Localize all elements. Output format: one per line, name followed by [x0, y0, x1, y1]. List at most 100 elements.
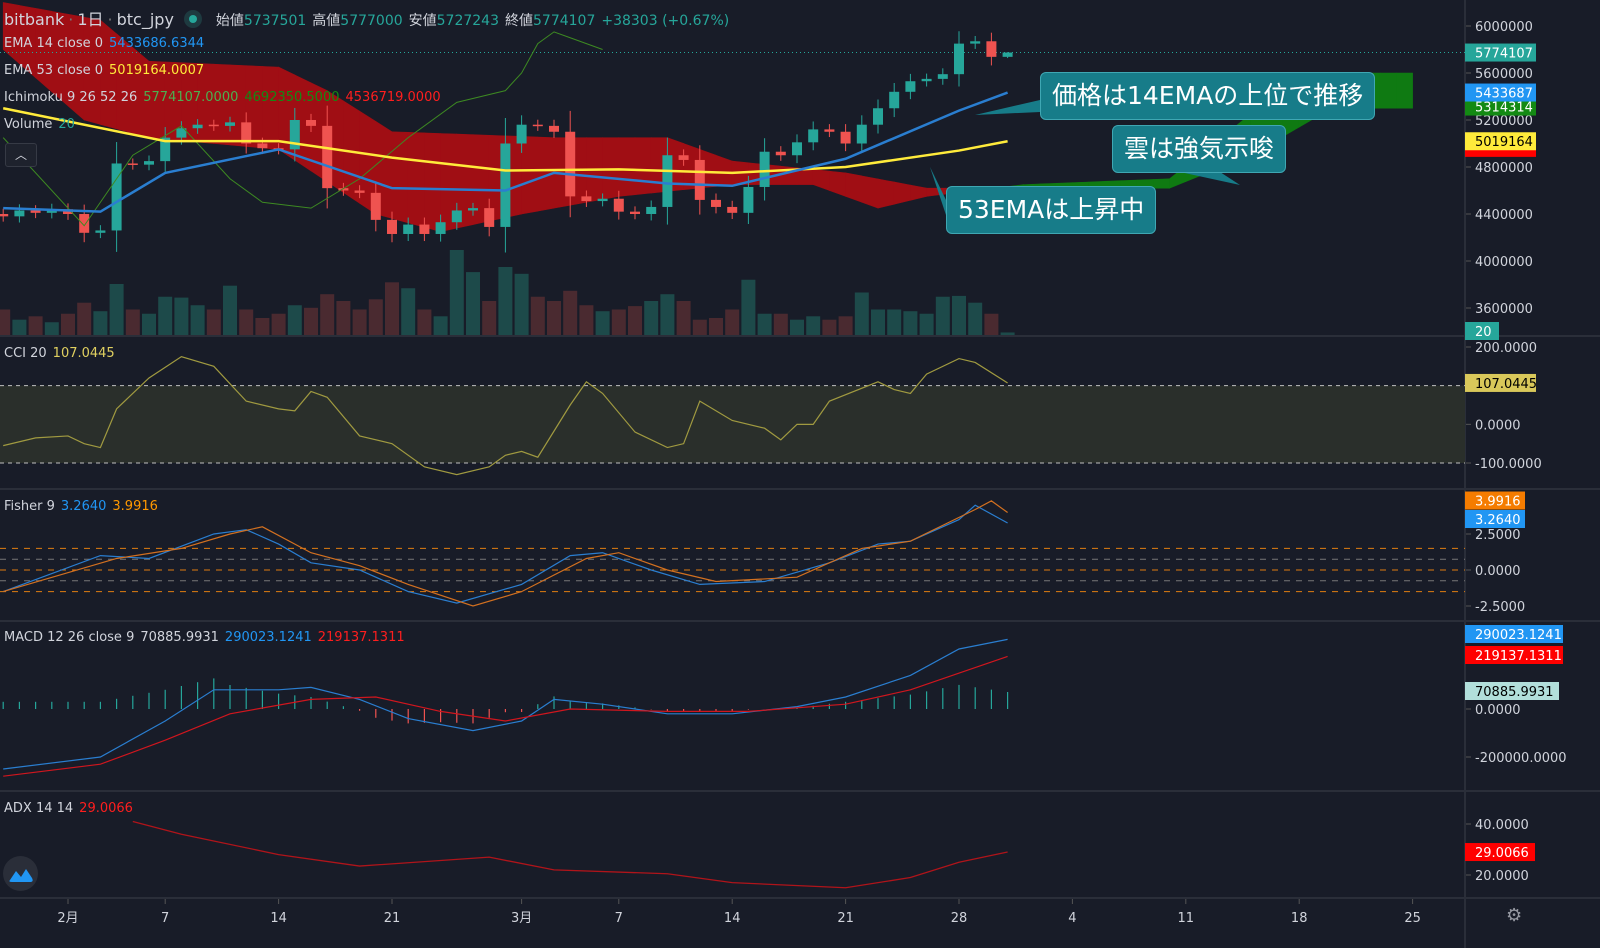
volume-bar — [255, 318, 270, 335]
volume-bar — [822, 319, 837, 335]
candle-body — [775, 151, 786, 156]
time-axis-label: 21 — [384, 911, 401, 926]
volume-bar — [887, 309, 902, 335]
legend-ema14[interactable]: EMA 14 close 0 5433686.6344 — [4, 36, 205, 51]
candle-body — [306, 120, 316, 126]
candle-body — [208, 124, 219, 127]
annotation-callout[interactable]: 53EMAは上昇中 — [946, 186, 1157, 234]
volume-bar — [417, 309, 432, 335]
volume-bar — [93, 311, 108, 335]
ichimoku-cloud-segment — [1379, 72, 1397, 109]
ichimoku-cloud-segment — [391, 131, 409, 224]
candle-body — [176, 128, 187, 138]
axis-tick-label: 5600000 — [1475, 67, 1533, 82]
legend-cci[interactable]: CCI 20 107.0445 — [4, 346, 115, 361]
volume-bar — [401, 288, 416, 335]
candle-body — [792, 142, 802, 156]
macd-hist-label-bg — [1465, 682, 1559, 700]
volume-bar — [660, 294, 675, 335]
candle-body — [403, 224, 414, 234]
ichimoku-cloud-segment — [845, 172, 863, 203]
volume-bar — [482, 301, 497, 335]
time-axis-label: 7 — [615, 911, 623, 926]
ichimoku-cloud-segment — [910, 184, 927, 201]
candle-body — [484, 208, 495, 227]
ema53-line — [2, 107, 1008, 175]
volume-bar — [158, 296, 173, 335]
volume-bar — [223, 285, 237, 335]
adx-line — [132, 820, 1008, 889]
legend-ema53[interactable]: EMA 53 close 0 5019164.0007 — [4, 63, 205, 78]
volume-bar — [142, 313, 156, 335]
collapse-legend-button[interactable]: ︿ — [5, 143, 37, 167]
candle-body — [338, 188, 349, 191]
candle-body — [921, 78, 932, 82]
volume-bar — [838, 316, 853, 335]
legend-adx[interactable]: ADX 14 14 29.0066 — [4, 801, 133, 816]
price-label-bg — [1465, 97, 1536, 116]
candle-body — [225, 122, 235, 126]
candle-body — [711, 199, 721, 207]
candle-body — [662, 155, 673, 207]
macd-value-label: 290023.1241 — [1475, 628, 1562, 643]
legend-fisher[interactable]: Fisher 9 3.2640 3.9916 — [4, 499, 158, 514]
candle-body — [889, 91, 900, 109]
volume-bar — [466, 272, 480, 335]
axis-tick-label: 0.0000 — [1475, 703, 1521, 718]
candle-body — [646, 206, 657, 214]
candle-body — [435, 222, 446, 234]
price-label: 5314314 — [1475, 101, 1533, 116]
callout-pointer — [930, 167, 946, 215]
market-status-icon — [183, 10, 202, 28]
price-label: 5774107 — [1475, 47, 1533, 62]
symbol-name[interactable]: btc_jpy — [116, 10, 174, 29]
fisher-trigger-label: 3.9916 — [1475, 495, 1521, 510]
fisher-line — [2, 504, 1008, 604]
volume-bar — [61, 313, 75, 335]
candle-body — [565, 131, 576, 197]
axis-tick-label: 20.0000 — [1475, 869, 1529, 884]
volume-bar — [871, 309, 885, 335]
annotation-callout[interactable]: 雲は強気示唆 — [1112, 125, 1287, 173]
legend-macd[interactable]: MACD 12 26 close 9 70885.9931 290023.1241 2… — [4, 630, 405, 645]
candle-body — [613, 198, 624, 212]
fisher-trigger-line — [3, 500, 1008, 607]
ichimoku-cloud-segment — [877, 178, 895, 209]
interval[interactable]: 1日 — [77, 10, 104, 29]
volume-bar — [190, 305, 205, 335]
time-axis-label: 25 — [1404, 911, 1421, 926]
volume-bar — [514, 273, 529, 335]
volume-bar — [433, 316, 448, 335]
chevron-up-icon: ︿ — [14, 148, 27, 162]
axis-tick-label: 0.0000 — [1475, 418, 1521, 433]
annotation-callout[interactable]: 価格は14EMAの上位で推移 — [1040, 72, 1376, 120]
volume-bar — [304, 307, 318, 335]
volume-label-bg — [1465, 322, 1499, 340]
cci-band — [0, 385, 1465, 464]
ichimoku-cloud-segment — [262, 66, 279, 150]
volume-bar — [854, 292, 869, 335]
adx-value-label-bg — [1465, 843, 1535, 862]
price-label: 5433687 — [1475, 87, 1533, 102]
candle-body — [387, 219, 397, 234]
candle-body — [79, 214, 90, 233]
volume-bar — [0, 309, 11, 335]
ichimoku-cloud-segment — [861, 175, 879, 209]
candle-body — [468, 208, 478, 211]
gear-icon[interactable]: ⚙ — [1506, 905, 1523, 926]
legend-volume[interactable]: Volume 20 — [4, 117, 75, 132]
volume-bar — [449, 250, 464, 335]
volume-bar — [563, 290, 578, 335]
candle-body — [840, 131, 851, 144]
volume-bar — [287, 305, 302, 335]
candle-body — [905, 81, 916, 92]
candle-body — [111, 163, 122, 231]
volume-bar — [725, 309, 740, 335]
tradingview-logo-icon[interactable] — [3, 856, 38, 891]
candle-body — [743, 186, 754, 213]
candle-body — [970, 41, 981, 44]
axis-tick-label: 2.5000 — [1475, 528, 1521, 543]
legend-ichimoku[interactable]: Ichimoku 9 26 52 26 5774107.0000 4692350.5… — [4, 90, 441, 105]
volume-bar — [773, 313, 788, 335]
